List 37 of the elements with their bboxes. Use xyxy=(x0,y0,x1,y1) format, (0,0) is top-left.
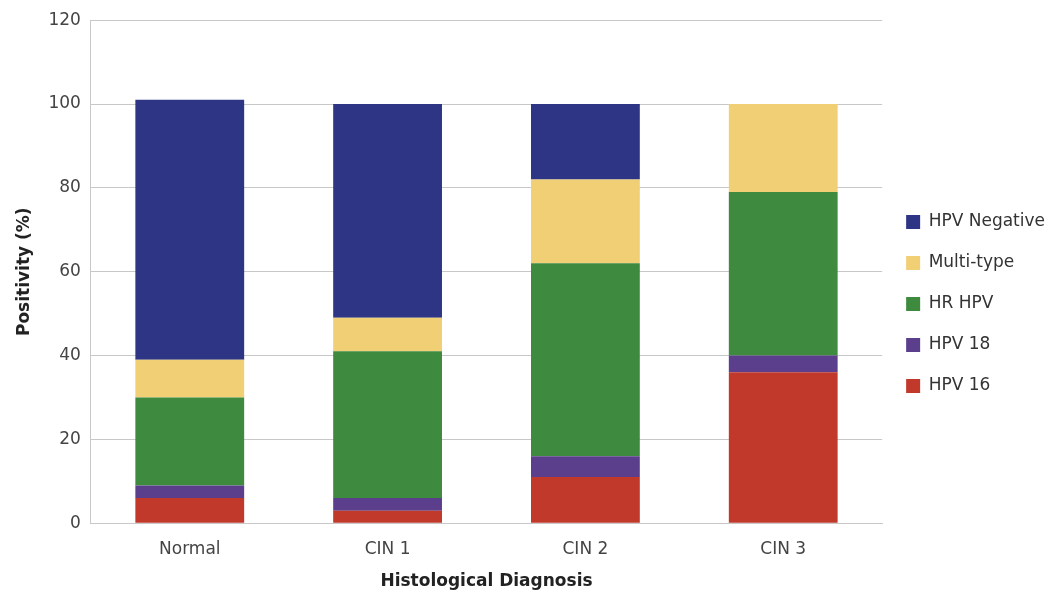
bar xyxy=(135,99,245,360)
bar xyxy=(531,179,640,264)
bar xyxy=(728,192,838,356)
y-tick-label: 0 xyxy=(70,511,81,532)
legend-label: HPV Negative xyxy=(928,210,1046,231)
bar xyxy=(333,351,442,499)
y-tick-label: 20 xyxy=(59,427,81,448)
legend-label: Multi-type xyxy=(928,251,1015,272)
bar xyxy=(728,372,838,523)
bar xyxy=(135,359,245,398)
bar xyxy=(333,317,442,352)
legend-label: HR HPV xyxy=(928,292,994,313)
bar xyxy=(135,498,245,523)
bar xyxy=(531,456,640,478)
y-tick-label: 60 xyxy=(59,260,81,281)
x-axis-title: Histological Diagnosis xyxy=(380,570,593,591)
bar xyxy=(135,485,245,499)
x-tick-label: Normal xyxy=(159,537,221,558)
bar xyxy=(531,263,640,457)
bar xyxy=(333,498,442,511)
bar xyxy=(531,104,640,180)
y-axis-title: Positivity (%) xyxy=(12,207,33,337)
legend-label: HPV 16 xyxy=(928,374,991,395)
bar xyxy=(333,104,442,318)
bar xyxy=(728,104,838,193)
y-tick-label: 120 xyxy=(48,8,81,29)
bar xyxy=(728,355,838,373)
x-tick-label: CIN 1 xyxy=(364,537,411,558)
y-tick-label: 100 xyxy=(48,92,81,113)
x-tick-label: CIN 2 xyxy=(562,537,609,558)
legend-label: HPV 18 xyxy=(928,333,991,354)
x-tick-label: CIN 3 xyxy=(760,537,807,558)
bar xyxy=(333,510,442,523)
bar xyxy=(135,397,245,486)
bar xyxy=(531,477,640,523)
y-tick-label: 40 xyxy=(59,343,81,364)
y-tick-label: 80 xyxy=(59,176,81,197)
